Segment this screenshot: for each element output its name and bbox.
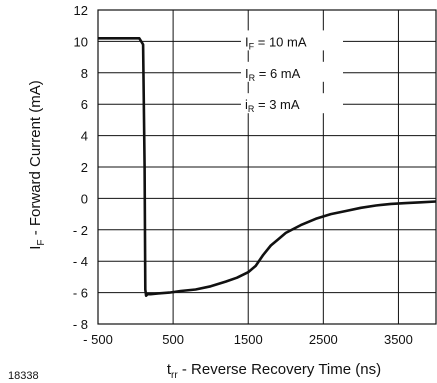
x-tick-label: 500 [162, 332, 184, 347]
series-line [98, 37, 437, 297]
x-tick-label: 1500 [234, 332, 263, 347]
annotation-rest: = 10 mA [254, 34, 307, 49]
y-axis-label-prefix: I [27, 246, 44, 250]
y-tick-label: 2 [81, 160, 88, 175]
annotation-sub: R [249, 73, 256, 83]
annotation-mask [241, 61, 343, 82]
annotation-sub: R [248, 104, 255, 114]
annotation-text: IR = 6 mA [245, 66, 301, 83]
y-tick-label: 6 [81, 97, 88, 112]
y-tick-label: 12 [74, 3, 88, 18]
y-tick-label: 8 [81, 66, 88, 81]
x-axis-label: trr - Reverse Recovery Time (ns) [167, 361, 381, 381]
figure-id: 18338 [8, 370, 39, 382]
annotation-mask [241, 30, 343, 51]
y-tick-label: 0 [81, 191, 88, 206]
annotation-rest: = 3 mA [254, 97, 299, 112]
x-tick-labels: - 500 500 1500 2500 3500 [83, 332, 413, 347]
data-series [98, 37, 437, 297]
y-tick-label: 10 [74, 34, 88, 49]
annotation-text: IF = 10 mA [245, 34, 307, 51]
y-tick-label: - 8 [73, 317, 88, 332]
y-tick-label: - 4 [73, 254, 88, 269]
grid-lines [98, 9, 436, 325]
x-tick-label: 3500 [384, 332, 413, 347]
x-axis-label-prefix: t [167, 361, 172, 378]
annotation-rest: = 6 mA [255, 66, 300, 81]
annotation-prefix: i [245, 97, 248, 112]
y-tick-label: 4 [81, 129, 88, 144]
plot-frame [97, 9, 437, 325]
y-tick-label: - 6 [73, 286, 88, 301]
x-tick-label: - 500 [83, 332, 113, 347]
x-tick-label: 2500 [309, 332, 338, 347]
annotation-text: iR = 3 mA [245, 97, 300, 114]
y-tick-label: - 2 [73, 223, 88, 238]
y-axis-label-rest: - Forward Current (mA) [27, 80, 44, 239]
annotation-prefix: I [245, 34, 249, 49]
annotation-sub: F [249, 41, 255, 51]
x-axis-label-sub: rr [171, 370, 178, 381]
x-axis-label-rest: - Reverse Recovery Time (ns) [178, 361, 381, 378]
y-axis-label: IF - Forward Current (mA) [27, 80, 47, 249]
annotation-mask [241, 93, 343, 114]
annotation-prefix: I [245, 66, 249, 81]
y-axis-label-sub: F [36, 239, 47, 245]
y-tick-labels: 12 10 8 6 4 2 0 - 2 - 4 - 6 - 8 [73, 3, 88, 332]
